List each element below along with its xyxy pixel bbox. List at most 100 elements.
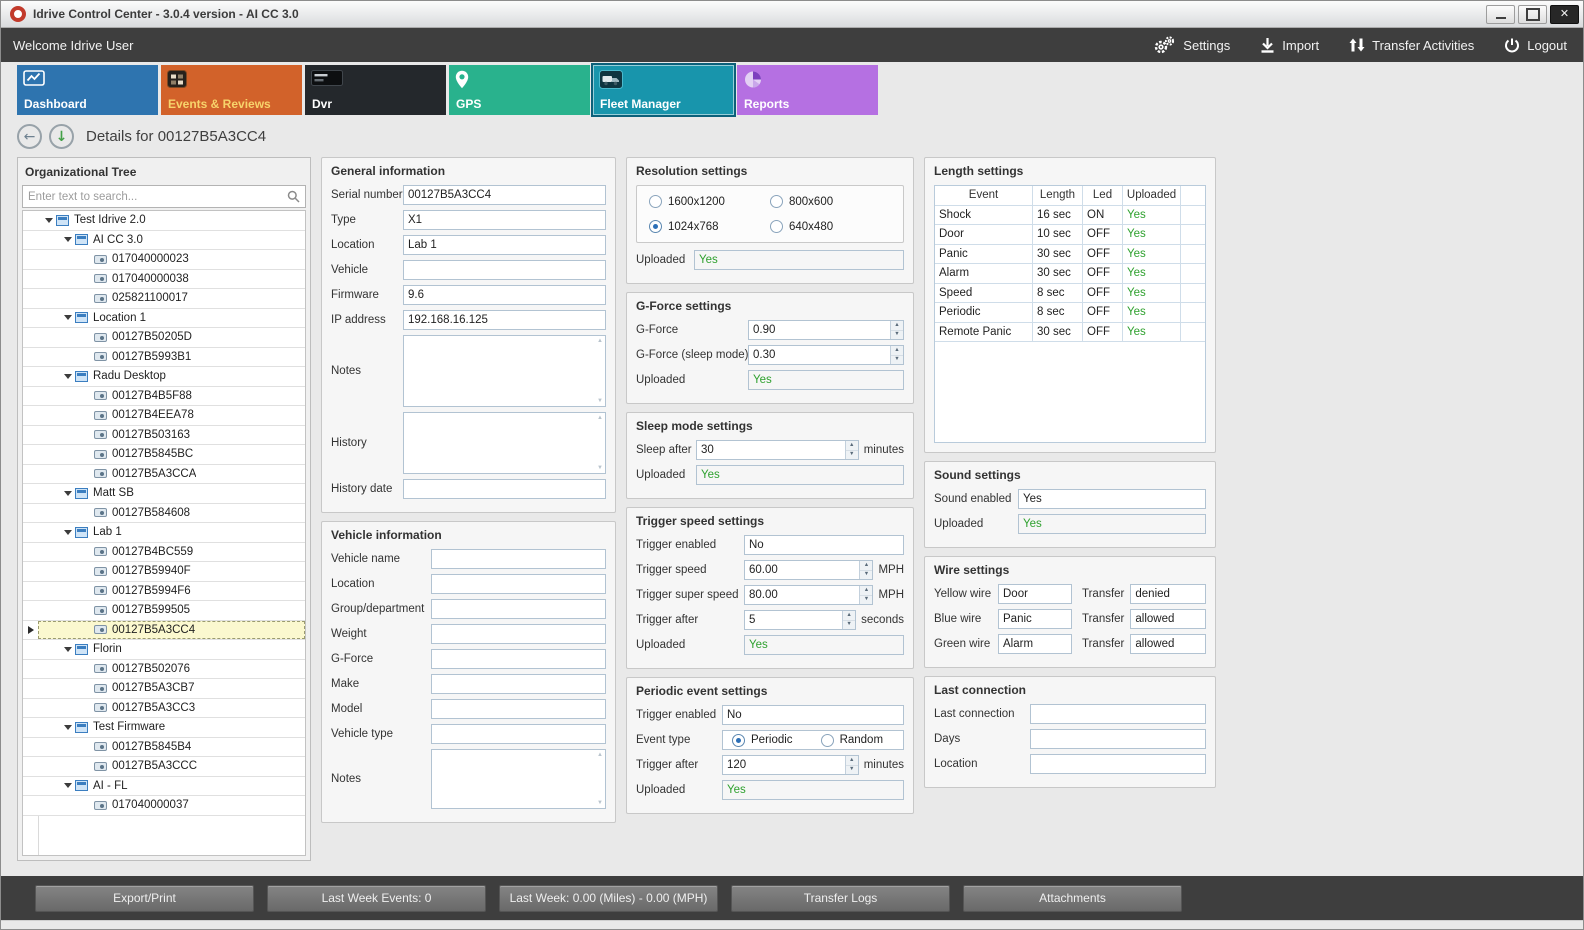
input-sound-enabled[interactable]: Yes: [1018, 489, 1206, 509]
spin-down-icon[interactable]: [846, 451, 858, 460]
expander-icon[interactable]: [61, 315, 74, 320]
tree-node-00127b502076[interactable]: 00127B502076: [23, 660, 305, 680]
tree-node-location-1[interactable]: Location 1: [23, 309, 305, 329]
expander-icon[interactable]: [61, 237, 74, 242]
radio-option-periodic[interactable]: Periodic: [732, 734, 793, 747]
nav-tile-reports[interactable]: Reports: [737, 65, 878, 115]
tree-node-radu-desktop[interactable]: Radu Desktop: [23, 367, 305, 387]
expander-icon[interactable]: [42, 218, 55, 223]
input-blue-wire[interactable]: Panic: [998, 609, 1072, 629]
input-uploaded[interactable]: Yes: [744, 635, 904, 655]
minimize-button[interactable]: [1486, 5, 1515, 24]
back-button[interactable]: [17, 124, 42, 149]
tree-node-017040000037[interactable]: 017040000037: [23, 796, 305, 816]
tree-node-test-idrive-2-0[interactable]: Test Idrive 2.0: [23, 211, 305, 231]
nav-tile-fleet-manager[interactable]: Fleet Manager: [593, 65, 734, 115]
input-green-wire-transfer[interactable]: allowed: [1130, 634, 1206, 654]
tree-node-matt-sb[interactable]: Matt SB: [23, 484, 305, 504]
input-days[interactable]: [1030, 729, 1206, 749]
input-firmware[interactable]: 9.6: [403, 285, 606, 305]
bottom-button-transfer-logs[interactable]: Transfer Logs: [731, 885, 950, 912]
input-uploaded[interactable]: Yes: [748, 370, 904, 390]
spinner-buttons[interactable]: [845, 441, 858, 459]
input-trigger-speed[interactable]: 60.00: [744, 560, 873, 580]
expander-icon[interactable]: [61, 530, 74, 535]
input-yellow-wire[interactable]: Door: [998, 584, 1072, 604]
tree-node-00127b50205d[interactable]: 00127B50205D: [23, 328, 305, 348]
tree-node-00127b5845bc[interactable]: 00127B5845BC: [23, 445, 305, 465]
length-row-shock[interactable]: Shock16 secONYes: [935, 206, 1205, 226]
spinner-buttons[interactable]: [890, 321, 903, 339]
search-box[interactable]: [22, 185, 306, 208]
radio-option-800x600[interactable]: 800x600: [770, 195, 891, 208]
spinner-buttons[interactable]: [890, 346, 903, 364]
spin-up-icon[interactable]: [891, 321, 903, 331]
search-input[interactable]: [28, 191, 287, 203]
tree-node-00127b5994f6[interactable]: 00127B5994F6: [23, 582, 305, 602]
spin-down-icon[interactable]: [860, 571, 872, 580]
textarea-notes[interactable]: [431, 749, 606, 809]
spin-down-icon[interactable]: [891, 331, 903, 340]
tree-node-00127b4eea78[interactable]: 00127B4EEA78: [23, 406, 305, 426]
tree-node-00127b584608[interactable]: 00127B584608: [23, 504, 305, 524]
tree-node-00127b5a3cc4[interactable]: 00127B5A3CC4: [23, 621, 305, 641]
textarea-notes[interactable]: [403, 335, 606, 407]
input-group-department[interactable]: [431, 599, 606, 619]
textarea-history[interactable]: [403, 412, 606, 474]
length-row-panic[interactable]: Panic30 secOFFYes: [935, 245, 1205, 265]
spin-down-icon[interactable]: [891, 356, 903, 365]
spin-down-icon[interactable]: [860, 596, 872, 605]
tree-node-017040000023[interactable]: 017040000023: [23, 250, 305, 270]
tree-node-017040000038[interactable]: 017040000038: [23, 270, 305, 290]
tree-node-00127b599505[interactable]: 00127B599505: [23, 601, 305, 621]
input-trigger-super-speed[interactable]: 80.00: [744, 585, 873, 605]
tree-node-00127b503163[interactable]: 00127B503163: [23, 426, 305, 446]
spinner-buttons[interactable]: [859, 561, 872, 579]
spinner-buttons[interactable]: [845, 756, 858, 774]
bottom-button-attachments[interactable]: Attachments: [963, 885, 1182, 912]
input-g-force-sleep-mode[interactable]: 0.30: [748, 345, 904, 365]
spin-up-icon[interactable]: [846, 441, 858, 451]
input-location[interactable]: [431, 574, 606, 594]
spin-up-icon[interactable]: [860, 586, 872, 596]
expander-icon[interactable]: [61, 374, 74, 379]
input-uploaded[interactable]: Yes: [722, 780, 904, 800]
input-serial-number[interactable]: 00127B5A3CC4: [403, 185, 606, 205]
radio-option-1600x1200[interactable]: 1600x1200: [649, 195, 770, 208]
maximize-button[interactable]: [1518, 5, 1547, 24]
topbar-settings-button[interactable]: Settings: [1152, 36, 1230, 54]
input-uploaded[interactable]: Yes: [696, 465, 904, 485]
topbar-import-button[interactable]: Import: [1260, 37, 1319, 53]
input-ip-address[interactable]: 192.168.16.125: [403, 310, 606, 330]
input-g-force[interactable]: 0.90: [748, 320, 904, 340]
tree-node-ai-fl[interactable]: AI - FL: [23, 777, 305, 797]
input-sleep-after[interactable]: 30: [696, 440, 859, 460]
spin-up-icon[interactable]: [846, 756, 858, 766]
input-g-force[interactable]: [431, 649, 606, 669]
input-trigger-enabled[interactable]: No: [722, 705, 904, 725]
length-row-door[interactable]: Door10 secOFFYes: [935, 225, 1205, 245]
input-history-date[interactable]: [403, 479, 606, 499]
nav-tile-events-reviews[interactable]: Events & Reviews: [161, 65, 302, 115]
topbar-transfer-activities-button[interactable]: Transfer Activities: [1349, 37, 1474, 53]
bottom-button-export-print[interactable]: Export/Print: [35, 885, 254, 912]
input-trigger-after[interactable]: 120: [722, 755, 859, 775]
tree-node-test-firmware[interactable]: Test Firmware: [23, 718, 305, 738]
input-make[interactable]: [431, 674, 606, 694]
input-uploaded[interactable]: Yes: [1018, 514, 1206, 534]
radio-option-640x480[interactable]: 640x480: [770, 220, 891, 233]
spinner-buttons[interactable]: [859, 586, 872, 604]
length-row-speed[interactable]: Speed8 secOFFYes: [935, 284, 1205, 304]
length-row-remote-panic[interactable]: Remote Panic30 secOFFYes: [935, 323, 1205, 343]
nav-tile-dvr[interactable]: Dvr: [305, 65, 446, 115]
expander-icon[interactable]: [61, 491, 74, 496]
tree-node-00127b4bc559[interactable]: 00127B4BC559: [23, 543, 305, 563]
expander-icon[interactable]: [61, 647, 74, 652]
spin-up-icon[interactable]: [860, 561, 872, 571]
tree-node-00127b5993b1[interactable]: 00127B5993B1: [23, 348, 305, 368]
length-row-periodic[interactable]: Periodic8 secOFFYes: [935, 303, 1205, 323]
tree-node-00127b5845b4[interactable]: 00127B5845B4: [23, 738, 305, 758]
nav-tile-dashboard[interactable]: Dashboard: [17, 65, 158, 115]
close-button[interactable]: [1550, 5, 1579, 24]
input-location[interactable]: Lab 1: [403, 235, 606, 255]
